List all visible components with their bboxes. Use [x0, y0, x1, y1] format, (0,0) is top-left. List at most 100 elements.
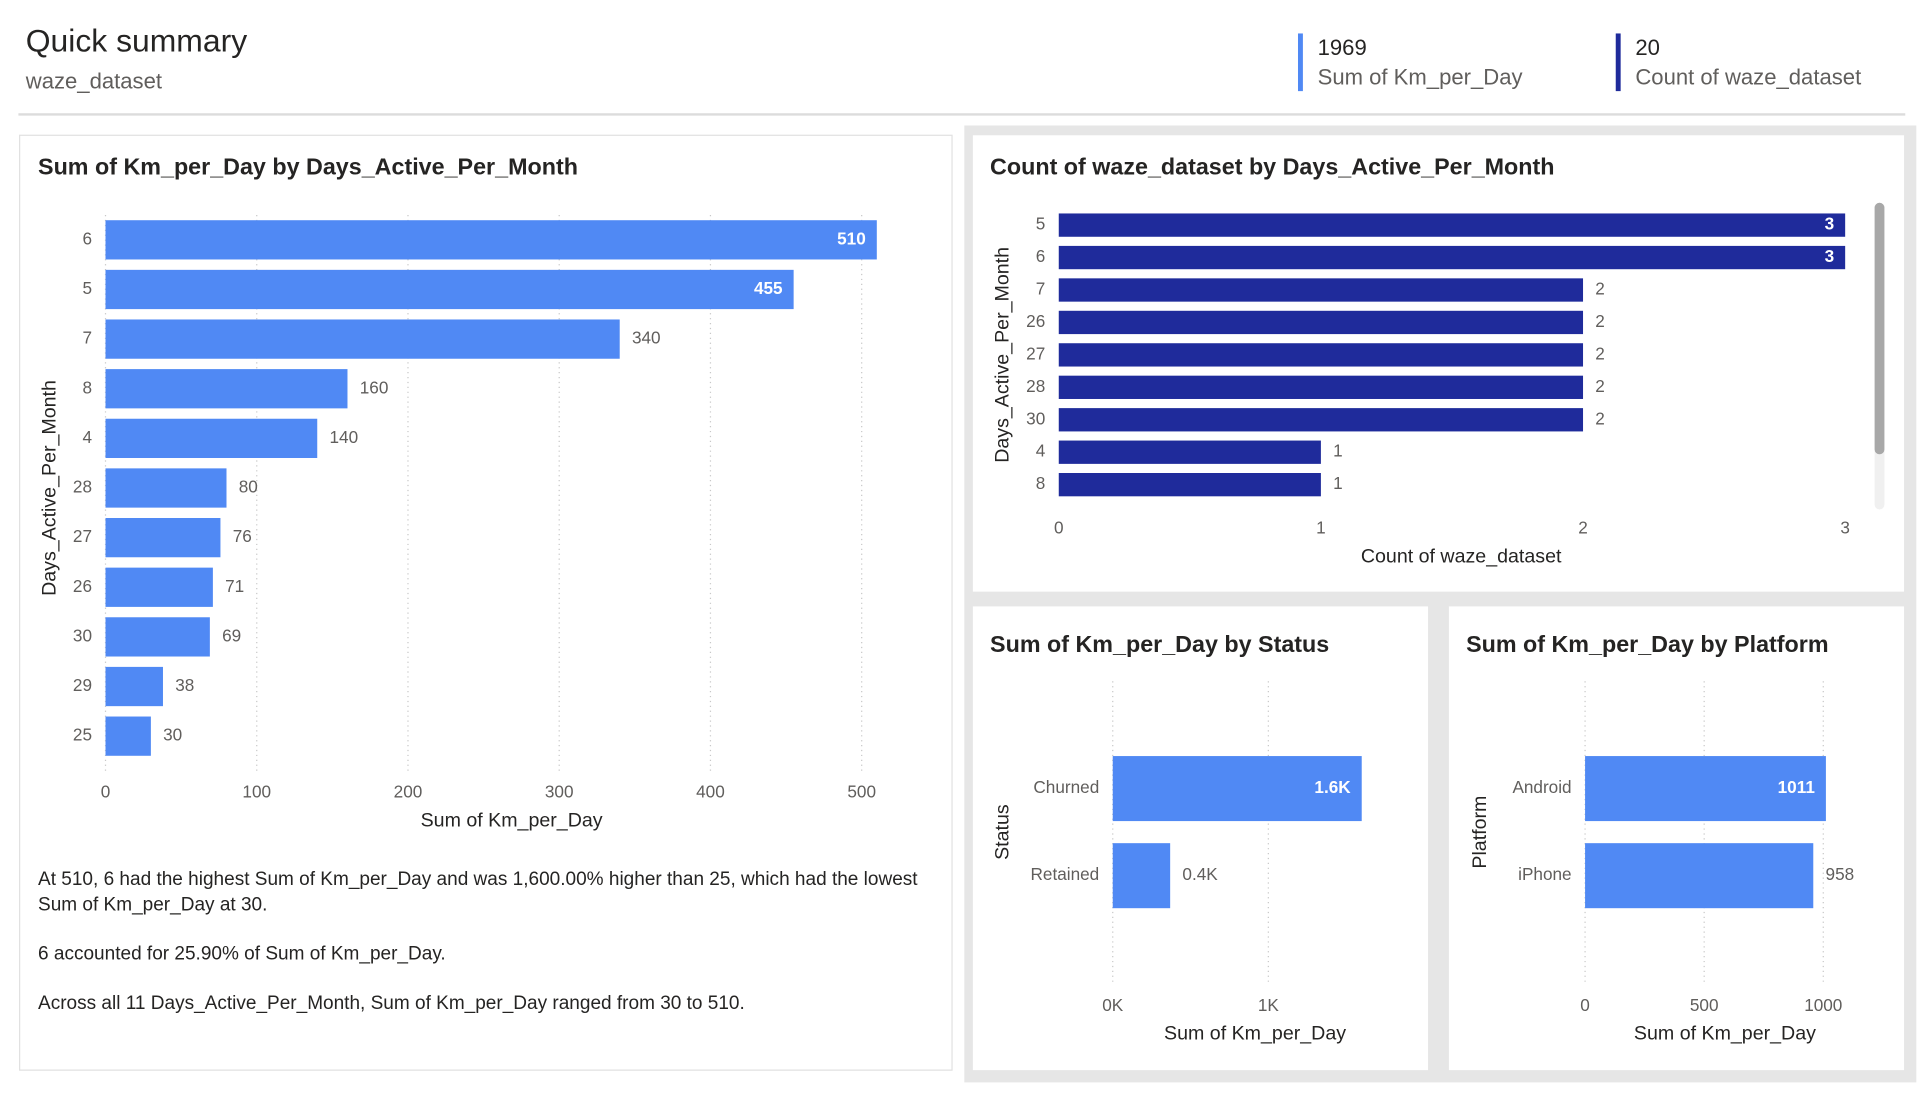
x-tick-label: 0	[1580, 995, 1590, 1015]
y-tick-label: iPhone	[1518, 864, 1571, 884]
page-subtitle: waze_dataset	[25, 68, 162, 93]
data-label: 76	[233, 526, 252, 546]
data-label: 38	[175, 675, 194, 695]
bar	[1058, 408, 1584, 432]
y-tick-label: 6	[1036, 246, 1046, 266]
narrative-paragraph: At 510, 6 had the highest Sum of Km_per_…	[38, 868, 918, 916]
data-label: 3	[1825, 214, 1835, 234]
data-label: 1011	[1778, 777, 1816, 797]
data-label: 1.6K	[1314, 777, 1351, 797]
y-tick-label: 4	[82, 427, 92, 447]
y-tick-label: 8	[82, 377, 92, 397]
scrollbar-thumb[interactable]	[1874, 202, 1885, 455]
x-tick-label: 500	[1690, 995, 1719, 1015]
data-label: 455	[754, 278, 783, 298]
y-tick-label: 8	[1036, 473, 1046, 493]
x-axis-label: Sum of Km_per_Day	[421, 809, 603, 831]
y-tick-label: 27	[73, 526, 92, 546]
data-label: 0.4K	[1182, 864, 1218, 884]
bar	[105, 369, 348, 409]
data-label: 71	[225, 576, 244, 596]
narrative-paragraph: 6 accounted for 25.90% of Sum of Km_per_…	[38, 943, 446, 965]
x-tick-label: 500	[847, 781, 876, 801]
y-axis-label: Days_Active_Per_Month	[992, 247, 1014, 463]
data-label: 510	[837, 228, 866, 248]
data-label: 69	[222, 625, 241, 645]
bar	[1058, 440, 1321, 464]
x-tick-label: 3	[1840, 518, 1850, 538]
y-axis-label: Days_Active_Per_Month	[38, 380, 60, 596]
card-label: Sum of Km_per_Day	[1318, 65, 1523, 90]
y-tick-label: Retained	[1031, 864, 1100, 884]
y-tick-label: 5	[82, 278, 92, 298]
y-tick-label: 26	[73, 576, 92, 596]
bar	[105, 617, 210, 657]
data-label: 1	[1333, 473, 1343, 493]
bar	[1058, 310, 1584, 335]
data-label: 80	[239, 477, 258, 497]
data-label: 2	[1595, 311, 1605, 331]
bar	[105, 468, 227, 508]
x-tick-label: 200	[394, 781, 423, 801]
x-tick-label: 1000	[1804, 995, 1842, 1015]
card-accent	[1615, 33, 1621, 92]
x-tick-label: 0K	[1102, 995, 1124, 1015]
narrative-paragraph: Across all 11 Days_Active_Per_Month, Sum…	[38, 992, 745, 1014]
x-tick-label: 2	[1578, 518, 1588, 538]
data-label: 2	[1595, 408, 1605, 428]
bar	[105, 319, 620, 359]
y-axis-label: Platform	[1469, 796, 1491, 869]
data-label: 140	[330, 427, 359, 447]
y-tick-label: 29	[73, 675, 92, 695]
bar	[1058, 343, 1584, 367]
chart-title: Sum of Km_per_Day by Platform	[1466, 631, 1829, 657]
y-tick-label: 27	[1026, 343, 1045, 363]
chart-title: Sum of Km_per_Day by Status	[990, 631, 1329, 657]
y-tick-label: 25	[73, 725, 92, 745]
bar	[1058, 213, 1846, 237]
bar	[105, 518, 221, 558]
y-tick-label: 4	[1036, 441, 1046, 461]
x-axis-label: Sum of Km_per_Day	[1634, 1023, 1816, 1045]
bar	[1585, 843, 1814, 909]
bar	[1112, 756, 1362, 822]
y-tick-label: 28	[1026, 376, 1045, 396]
bar	[105, 269, 794, 310]
card-value: 1969	[1318, 35, 1367, 60]
x-tick-label: 300	[545, 781, 574, 801]
card-label: Count of waze_dataset	[1635, 65, 1861, 90]
bar	[105, 418, 318, 458]
x-axis-label: Count of waze_dataset	[1361, 546, 1562, 568]
y-tick-label: 30	[1026, 408, 1045, 428]
bar	[1058, 245, 1846, 270]
data-label: 958	[1826, 864, 1855, 884]
x-tick-label: 0	[101, 781, 111, 801]
data-label: 2	[1595, 343, 1605, 363]
page-title: Quick summary	[26, 23, 247, 59]
card-accent	[1297, 33, 1303, 92]
bar	[1058, 473, 1321, 497]
y-tick-label: 28	[73, 477, 92, 497]
y-tick-label: 30	[73, 625, 92, 645]
data-label: 1	[1333, 441, 1343, 461]
chart-title: Sum of Km_per_Day by Days_Active_Per_Mon…	[38, 154, 578, 180]
x-tick-label: 1K	[1258, 995, 1280, 1015]
y-tick-label: 7	[1036, 279, 1046, 299]
bar	[105, 716, 151, 756]
data-label: 30	[163, 725, 182, 745]
panel	[1448, 606, 1905, 1071]
y-tick-label: 26	[1026, 311, 1045, 331]
narrative-text: At 510, 6 had the highest Sum of Km_per_…	[38, 866, 921, 1016]
x-axis-label: Sum of Km_per_Day	[1164, 1023, 1346, 1045]
chart-title: Count of waze_dataset by Days_Active_Per…	[990, 154, 1554, 180]
panel	[972, 606, 1429, 1071]
y-tick-label: Android	[1512, 777, 1571, 797]
bar	[1058, 375, 1584, 399]
data-label: 160	[360, 377, 389, 397]
y-tick-label: 5	[1036, 214, 1046, 234]
bar	[1058, 278, 1584, 302]
data-label: 340	[632, 328, 661, 348]
x-tick-label: 100	[242, 781, 271, 801]
